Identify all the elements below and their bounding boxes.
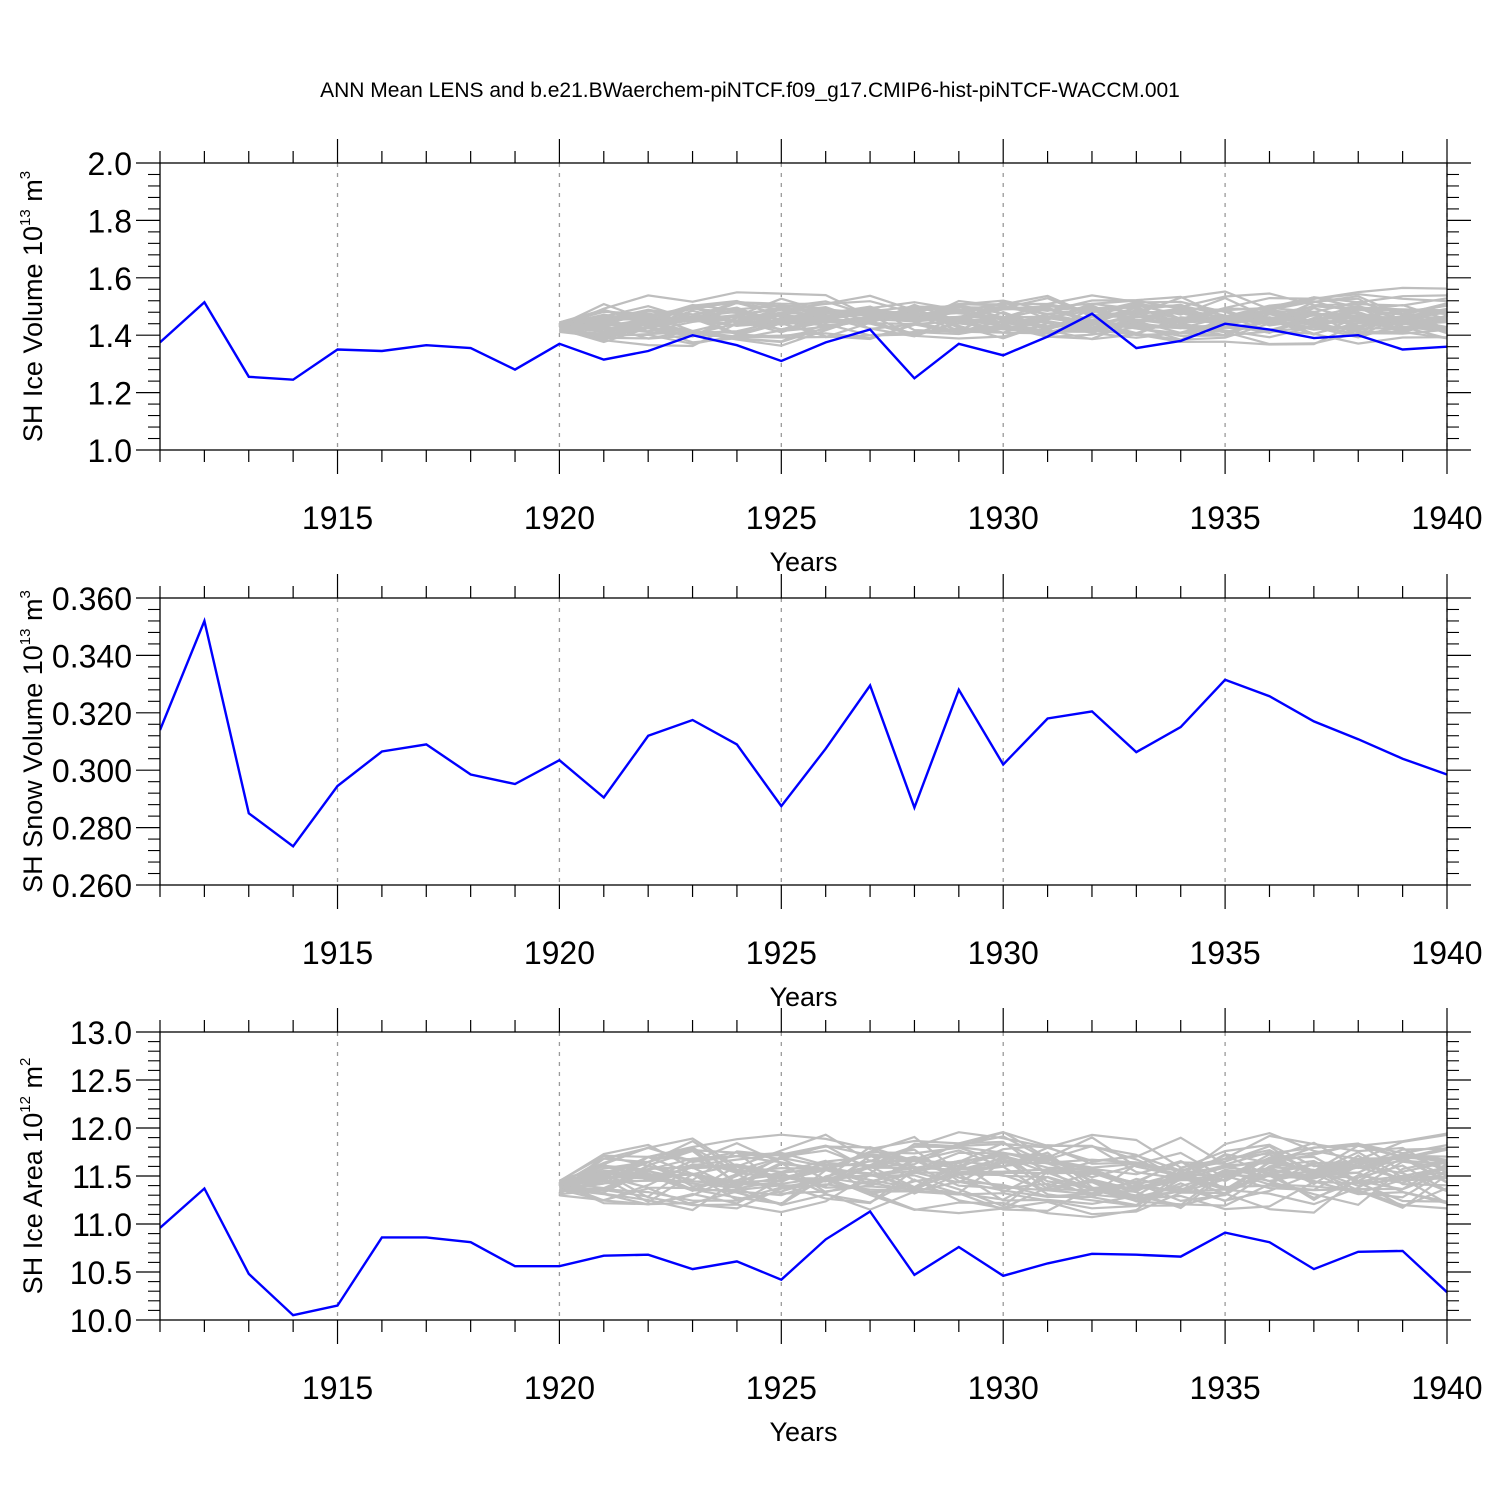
y-tick-label: 0.360	[52, 581, 132, 617]
y-axis-label: SH Snow Volume 1013 m3	[17, 590, 48, 893]
ensemble-member-line	[558, 1130, 1447, 1187]
simulation-line	[160, 300, 1447, 381]
ensemble-lines	[558, 286, 1447, 348]
ensemble-member-line	[559, 1146, 1447, 1191]
y-tick-label: 12.5	[70, 1063, 132, 1099]
x-axis-label: Years	[769, 547, 837, 577]
y-tick-label: 0.280	[52, 811, 132, 847]
ensemble-member-line	[559, 1144, 1447, 1198]
y-tick-label: 0.300	[52, 753, 132, 789]
x-tick-label: 1935	[1190, 1370, 1261, 1406]
ensemble-member-line	[559, 313, 1447, 339]
ensemble-member-line	[559, 1157, 1447, 1206]
panel-1: 1915 1920 1925 1930 1935 1940 Years 1.0 1.2 1.4 1.…	[17, 139, 1483, 577]
x-tick-label: 1935	[1190, 500, 1261, 536]
ensemble-member-line	[559, 1159, 1447, 1206]
x-tick-label: 1915	[302, 1370, 373, 1406]
ensemble-member-line	[558, 1135, 1447, 1194]
y-tick-label: 1.4	[88, 318, 132, 354]
panel-2: 1915 1920 1925 1930 1935 1940 Years 0.260 0.280 0…	[17, 574, 1483, 1012]
x-tick-label: 1920	[524, 935, 595, 971]
y-tick-label: 13.0	[70, 1015, 132, 1051]
x-tick-label: 1940	[1411, 935, 1482, 971]
y-tick-label: 10.5	[70, 1255, 132, 1291]
ensemble-lines	[558, 1130, 1447, 1219]
y-tick-label: 1.2	[88, 376, 132, 412]
x-tick-label: 1920	[524, 1370, 595, 1406]
y-tick-label: 11.5	[72, 1159, 132, 1195]
y-axis-label: SH Ice Volume 1013 m3	[17, 171, 48, 442]
simulation-line	[160, 617, 1447, 848]
y-tick-label: 0.320	[52, 696, 132, 732]
plot-frame	[159, 597, 1448, 886]
x-tick-label: 1920	[524, 500, 595, 536]
y-tick-label: 10.0	[70, 1303, 132, 1339]
x-tick-label: 1915	[302, 500, 373, 536]
x-tick-label: 1915	[302, 935, 373, 971]
x-tick-label: 1925	[746, 500, 817, 536]
ensemble-member-line	[559, 293, 1447, 336]
x-tick-label: 1930	[968, 1370, 1039, 1406]
y-tick-label: 1.6	[88, 261, 132, 297]
plot-frame	[159, 162, 1448, 451]
x-tick-label: 1940	[1411, 500, 1482, 536]
y-axis-label: SH Ice Area 1012 m2	[17, 1058, 48, 1295]
ensemble-member-line	[559, 304, 1447, 342]
y-tick-label: 1.8	[88, 203, 132, 239]
x-tick-label: 1925	[746, 935, 817, 971]
x-tick-label: 1935	[1190, 935, 1261, 971]
x-tick-label: 1930	[968, 935, 1039, 971]
x-axis-label: Years	[769, 1417, 837, 1447]
y-tick-label: 0.260	[52, 868, 132, 904]
ensemble-member-line	[559, 1148, 1447, 1198]
panels: 1915 1920 1925 1930 1935 1940 Years 1.0 1.2 1.4 1.…	[17, 139, 1483, 1447]
figure-title: ANN Mean LENS and b.e21.BWaerchem-piNTCF…	[320, 79, 1180, 102]
x-axis-label: Years	[769, 982, 837, 1012]
panel-3: 1915 1920 1925 1930 1935 1940 Years 10.0 10.5 11.…	[17, 1008, 1483, 1447]
ensemble-member-line	[559, 1147, 1447, 1202]
ensemble-member-line	[558, 1133, 1447, 1193]
ensemble-member-line	[559, 1143, 1447, 1193]
ensemble-member-line	[559, 1142, 1447, 1206]
x-tick-label: 1930	[968, 500, 1039, 536]
y-tick-label: 11.0	[72, 1207, 132, 1243]
simulation-line	[160, 1186, 1447, 1317]
ensemble-member-line	[559, 303, 1447, 335]
ensemble-member-line	[559, 310, 1447, 346]
y-tick-label: 12.0	[70, 1111, 132, 1147]
y-tick-label: 1.0	[88, 433, 132, 469]
y-tick-label: 2.0	[88, 146, 132, 182]
x-tick-label: 1940	[1411, 1370, 1482, 1406]
y-tick-label: 0.340	[52, 638, 132, 674]
x-tick-label: 1925	[746, 1370, 817, 1406]
